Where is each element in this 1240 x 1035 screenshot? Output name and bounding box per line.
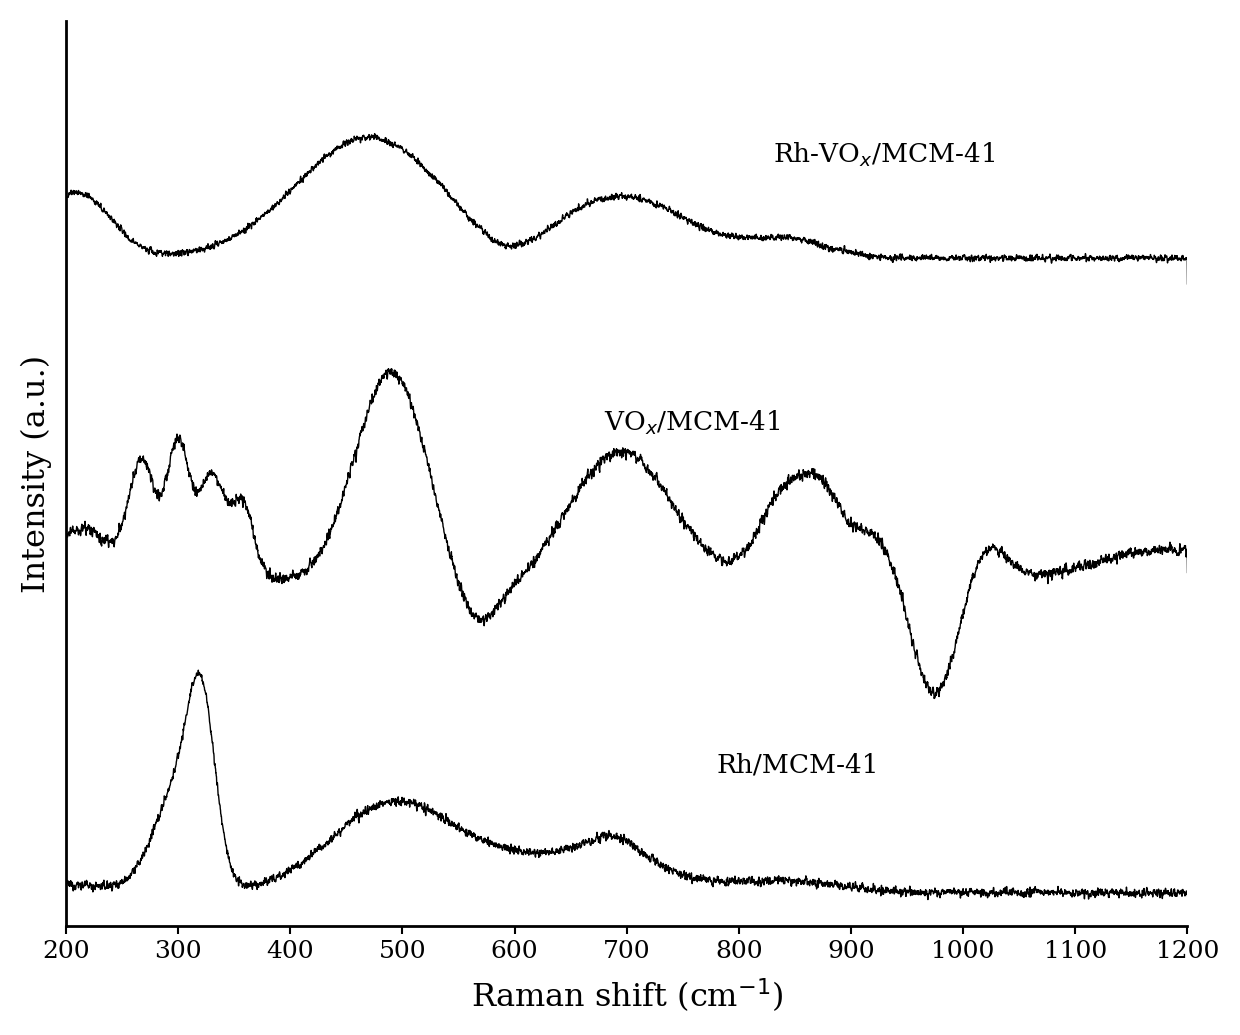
Text: Rh/MCM-41: Rh/MCM-41 bbox=[717, 752, 879, 777]
Text: Rh-VO$_x$/MCM-41: Rh-VO$_x$/MCM-41 bbox=[773, 141, 994, 169]
X-axis label: Raman shift (cm$^{-1}$): Raman shift (cm$^{-1}$) bbox=[470, 977, 782, 1014]
Y-axis label: Intensity (a.u.): Intensity (a.u.) bbox=[21, 355, 52, 593]
Text: VO$_x$/MCM-41: VO$_x$/MCM-41 bbox=[604, 409, 781, 437]
